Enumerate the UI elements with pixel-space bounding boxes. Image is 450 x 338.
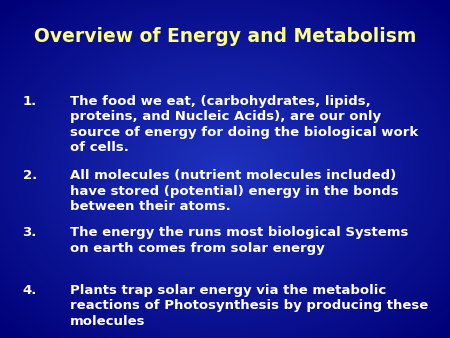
Text: Plants trap solar energy via the metabolic
reactions of Photosynthesis by produc: Plants trap solar energy via the metabol… (70, 284, 428, 328)
Text: 2.: 2. (22, 169, 37, 182)
Text: The energy the runs most biological Systems
on earth comes from solar energy: The energy the runs most biological Syst… (70, 226, 408, 255)
Text: The food we eat, (carbohydrates, lipids,
proteins, and Nucleic Acids), are our o: The food we eat, (carbohydrates, lipids,… (70, 95, 418, 154)
Text: 3.: 3. (22, 226, 37, 239)
Text: All molecules (nutrient molecules included)
have stored (potential) energy in th: All molecules (nutrient molecules includ… (70, 169, 398, 213)
Text: 4.: 4. (22, 284, 37, 297)
Text: Overview of Energy and Metabolism: Overview of Energy and Metabolism (34, 27, 416, 46)
Text: 1.: 1. (22, 95, 37, 107)
